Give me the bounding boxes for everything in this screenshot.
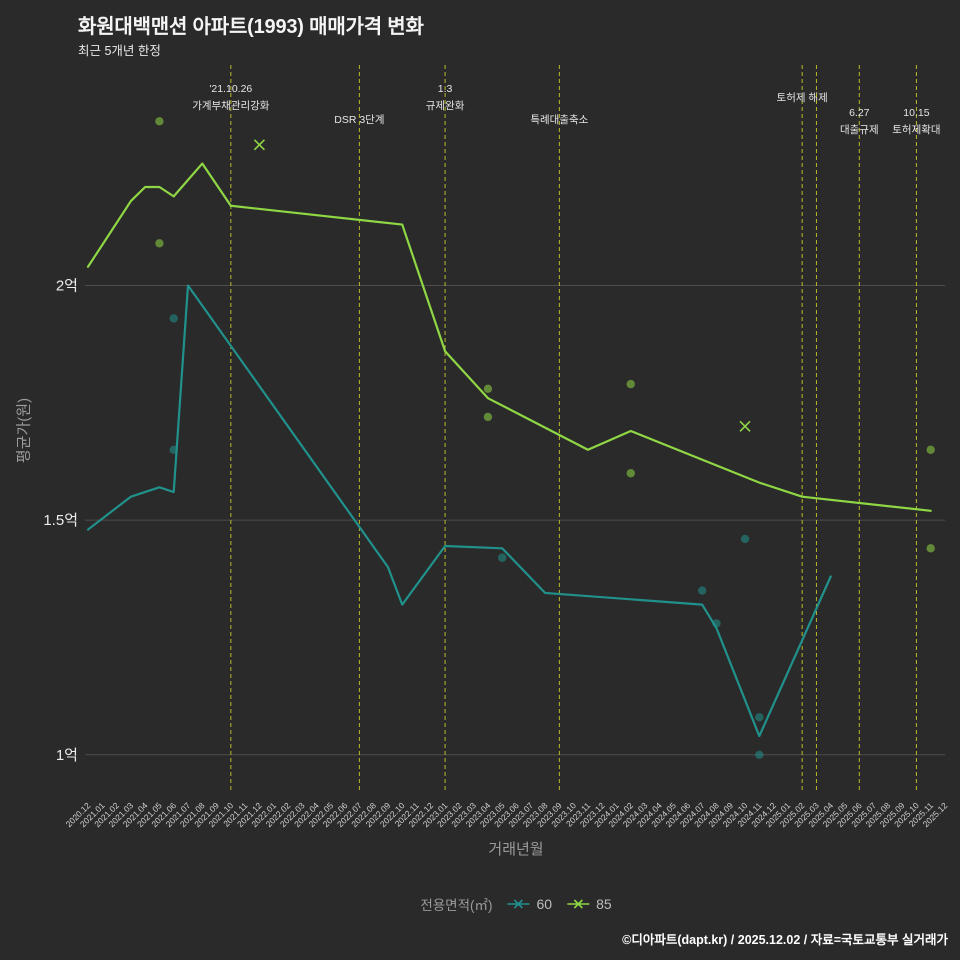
- legend-item-60[interactable]: 60: [507, 896, 553, 912]
- line-x-marker-icon: [567, 899, 590, 909]
- x-sale-marker: [739, 420, 751, 432]
- sale-dot: [755, 750, 764, 760]
- event-label: 대출규제: [840, 124, 879, 136]
- legend-item-label: 60: [536, 896, 553, 912]
- legend: 전용면적(㎡) 60 85: [420, 894, 611, 914]
- sale-dot: [626, 379, 635, 389]
- y-tick-label: 1억: [56, 747, 78, 764]
- event-label: 가계부채관리강화: [192, 100, 270, 112]
- sale-dot: [169, 314, 178, 323]
- sale-dot: [169, 445, 178, 454]
- sale-dot: [712, 619, 721, 628]
- page-title: 화원대백맨션 아파트(1993) 매매가격 변화: [78, 16, 424, 38]
- x-tick-labels: 2020.122021.012021.022021.032021.042021.…: [64, 800, 950, 829]
- sale-dot: [483, 384, 493, 393]
- series-line-60: [86, 284, 832, 738]
- legend-title: 전용면적(㎡): [420, 898, 493, 913]
- page-subtitle: 최근 5개년 한정: [78, 44, 161, 58]
- sale-dot: [740, 534, 750, 544]
- x-sale-marker: [253, 139, 265, 151]
- sale-dot: [926, 544, 935, 553]
- event-label: 6.27: [849, 107, 870, 119]
- scatter-60: [169, 314, 764, 760]
- sale-dot: [155, 239, 164, 248]
- event-label: 특례대출축소: [530, 114, 588, 126]
- event-label: 토허제확대: [892, 123, 940, 136]
- sale-dot: [755, 713, 764, 722]
- series-line-85: [86, 162, 932, 512]
- sale-dot: [626, 469, 635, 478]
- event-label: 토허제 해제: [777, 91, 828, 104]
- line-x-marker-icon: [507, 899, 530, 909]
- scatter-85: [155, 117, 935, 553]
- event-label: DSR 3단계: [334, 114, 384, 126]
- x-axis-title: 거래년월: [488, 841, 544, 858]
- sale-dot: [155, 117, 164, 126]
- sale-dot: [483, 412, 493, 422]
- event-label: 10.15: [903, 107, 929, 119]
- y-gridlines: 1억 1.5억 2억: [43, 278, 945, 764]
- attribution-footer: ©디아파트(dapt.kr) / 2025.12.02 / 자료=국토교통부 실…: [622, 933, 948, 947]
- event-label: 1.3: [438, 83, 453, 95]
- event-label: '21.10.26: [209, 83, 252, 95]
- sale-dot: [697, 586, 707, 595]
- sale-dot: [926, 445, 935, 454]
- event-label: 규제완화: [426, 99, 465, 112]
- legend-item-85[interactable]: 85: [566, 896, 612, 912]
- y-tick-label: 1.5억: [43, 512, 78, 529]
- y-tick-label: 2억: [56, 278, 78, 295]
- legend-item-label: 85: [596, 896, 612, 912]
- sale-dot: [498, 553, 507, 562]
